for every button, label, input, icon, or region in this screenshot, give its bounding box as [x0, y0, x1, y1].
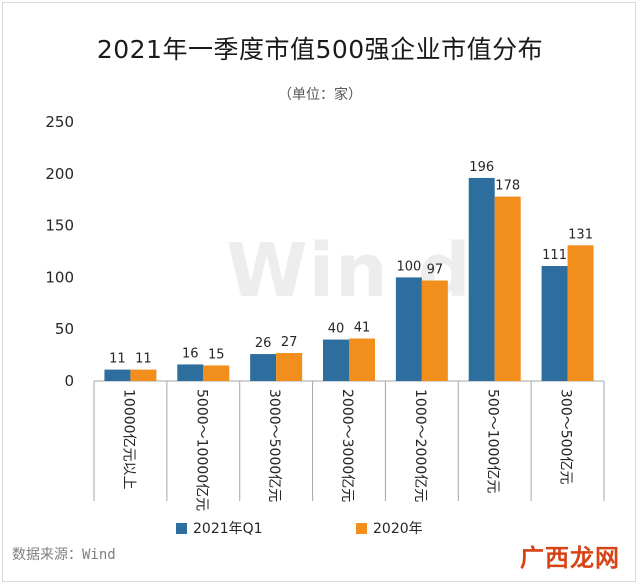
- bar-series2: [567, 245, 594, 381]
- bar-series1: [323, 339, 349, 381]
- x-category-label: 300～500亿元: [558, 389, 574, 484]
- bar-series2: [203, 365, 230, 381]
- bar-series1: [541, 266, 568, 381]
- data-label: 27: [281, 335, 298, 350]
- y-tick-label: 200: [45, 165, 74, 183]
- bar-series1: [250, 354, 277, 381]
- brand-logo-text: 广西龙网: [520, 544, 620, 572]
- legend-item-series1: 2021年Q1: [176, 518, 263, 538]
- legend-label-series2: 2020年: [373, 521, 423, 537]
- data-label: 16: [182, 346, 199, 361]
- bar-series1: [395, 277, 422, 381]
- chart-title: 2021年一季度市值500强企业市值分布: [96, 35, 544, 64]
- bar-series1: [177, 364, 204, 381]
- bar-series2: [494, 196, 521, 381]
- data-label: 15: [208, 347, 225, 362]
- data-source-note: 数据来源：Wind: [12, 547, 116, 563]
- bar-series2: [276, 353, 303, 381]
- x-category-label: 500～1000亿元: [485, 389, 501, 493]
- x-category-label: 2000～3000亿元: [339, 389, 355, 502]
- data-label: 26: [255, 336, 272, 351]
- legend-swatch-series1: [176, 522, 187, 534]
- y-tick-label: 150: [45, 217, 74, 235]
- data-label: 11: [135, 352, 152, 367]
- y-tick-label: 100: [45, 268, 74, 286]
- bar-series1: [468, 177, 495, 381]
- x-category-label: 1000～2000亿元: [412, 389, 428, 502]
- bar-series1: [104, 369, 131, 381]
- data-label: 11: [109, 352, 126, 367]
- data-label: 196: [469, 160, 494, 175]
- bar-series2: [130, 369, 157, 381]
- bar-series2: [421, 280, 448, 381]
- data-label: 131: [568, 227, 593, 242]
- legend-swatch-series2: [356, 522, 367, 534]
- x-category-label: 5000～10000亿元: [193, 389, 209, 511]
- x-category-label: 3000～5000亿元: [266, 389, 282, 502]
- legend-label-series1: 2021年Q1: [193, 521, 263, 537]
- data-label: 100: [396, 259, 421, 274]
- legend-item-series2: 2020年: [356, 518, 423, 538]
- data-label: 178: [495, 179, 520, 194]
- bar-series2: [349, 338, 375, 381]
- y-tick-label: 0: [64, 372, 74, 390]
- chart-subtitle: （单位：家）: [278, 87, 362, 103]
- data-label: 40: [328, 322, 345, 337]
- y-tick-label: 250: [45, 113, 74, 131]
- data-label: 41: [354, 321, 371, 336]
- x-category-label: 10000亿元以上: [120, 389, 136, 490]
- data-label: 97: [427, 263, 444, 278]
- data-label: 111: [542, 248, 567, 263]
- y-tick-label: 50: [55, 320, 74, 338]
